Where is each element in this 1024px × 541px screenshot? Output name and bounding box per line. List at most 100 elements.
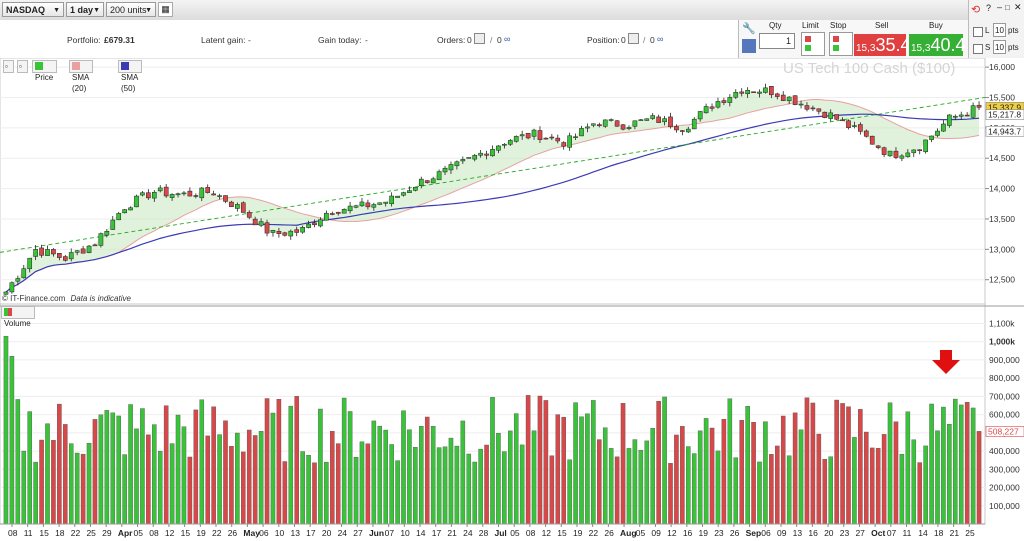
price-candle	[917, 149, 923, 152]
volume-bar	[739, 420, 744, 525]
position-count: 0	[621, 35, 626, 45]
price-candle	[324, 212, 329, 221]
sell-button[interactable]: 15,335.4	[854, 34, 911, 56]
volume-bar	[134, 428, 139, 525]
sell-label: Sell	[875, 21, 889, 30]
price-candle	[490, 149, 495, 157]
price-candle	[519, 134, 525, 137]
legend-price[interactable]: Price	[32, 60, 58, 82]
price-candle	[27, 257, 33, 270]
legend-sma50[interactable]: SMA (50)	[118, 60, 142, 93]
attribution: © IT-Finance.com Data is indicative	[2, 294, 131, 303]
volume-bar	[365, 443, 371, 525]
volume-bar	[163, 405, 169, 525]
price-tick-label: 15,500	[989, 92, 1015, 102]
units-dropdown[interactable]: 200 units ▼	[106, 2, 156, 17]
price-candle	[893, 150, 899, 158]
volume-bar	[917, 462, 922, 525]
keypad-icon[interactable]	[742, 39, 756, 53]
volume-bar	[733, 457, 739, 525]
volume-bar	[757, 461, 762, 525]
volume-bar	[223, 420, 228, 525]
price-candle	[638, 119, 644, 121]
x-tick-label: 20	[824, 528, 834, 538]
qty-input[interactable]: 1	[759, 33, 795, 49]
volume-bar	[199, 399, 205, 525]
x-tick-label: 12	[667, 528, 677, 538]
position-link-icon[interactable]: ∞	[657, 34, 664, 44]
price-marker-label: 15,217.8	[988, 110, 1021, 120]
market-dropdown[interactable]: NASDAQ ▼	[2, 2, 64, 17]
sma50-line	[5, 113, 980, 293]
x-tick-label: 05	[636, 528, 646, 538]
position-list-icon[interactable]	[628, 33, 639, 44]
refresh-icon[interactable]: ⟲	[971, 4, 981, 16]
long-stop-checkbox[interactable]	[973, 27, 983, 37]
price-candle	[395, 195, 400, 198]
volume-bar	[466, 453, 472, 525]
interval-dropdown[interactable]: 1 day ▼	[66, 2, 104, 17]
x-tick-label: 14	[416, 528, 426, 538]
stop-buy-icon	[833, 45, 839, 51]
price-candle	[371, 204, 377, 208]
volume-bar	[45, 423, 50, 525]
price-volume-chart[interactable]: 16,00015,50015,00014,50014,00013,50013,0…	[0, 57, 1024, 539]
x-tick-label: Apr	[118, 528, 133, 538]
x-tick-label: Jul	[495, 528, 507, 538]
orders-link-icon[interactable]: ∞	[504, 34, 511, 44]
buy-button[interactable]: 15,340.4	[909, 34, 966, 56]
volume-bar	[146, 434, 151, 525]
x-tick-label: 09	[651, 528, 661, 538]
chart-area[interactable]: 16,00015,50015,00014,50014,00013,50013,0…	[0, 57, 1024, 539]
zoom-out-icon[interactable]: ▫	[3, 60, 14, 73]
price-candle	[74, 250, 80, 253]
zoom-in-icon[interactable]: ▫	[17, 60, 28, 73]
price-candle	[662, 118, 667, 123]
volume-bar	[810, 402, 816, 525]
volume-bar	[3, 336, 9, 525]
minimize-icon[interactable]: –	[997, 2, 1003, 12]
legend-volume[interactable]: Volume	[1, 306, 35, 328]
price-candle	[116, 213, 122, 221]
price-candle	[413, 186, 418, 191]
help-icon[interactable]: ?	[986, 3, 992, 13]
price-candle	[881, 147, 887, 155]
stop-button[interactable]	[829, 32, 853, 56]
wrench-icon[interactable]: 🔧	[742, 23, 756, 35]
x-tick-label: 06	[259, 528, 269, 538]
volume-bar	[846, 406, 851, 525]
volume-bar	[709, 427, 715, 525]
sell-price-small: 15,3	[856, 43, 876, 54]
limit-button[interactable]	[801, 32, 825, 56]
volume-bar	[828, 456, 833, 525]
volume-bar	[697, 430, 703, 525]
volume-bar	[887, 402, 893, 525]
price-candle	[947, 114, 952, 126]
x-tick-label: 22	[589, 528, 599, 538]
price-candle	[460, 159, 466, 162]
price-candle	[312, 222, 317, 226]
maximize-icon[interactable]: □	[1005, 3, 1010, 12]
volume-bar	[537, 395, 543, 525]
long-stop-input[interactable]: 10	[993, 23, 1006, 37]
x-tick-label: 23	[714, 528, 724, 538]
price-candle	[774, 93, 780, 97]
latent-gain-value: -	[248, 35, 251, 45]
legend-sma20[interactable]: SMA (20)	[69, 60, 93, 93]
short-stop-input[interactable]: 10	[993, 40, 1006, 54]
x-tick-label: 24	[463, 528, 473, 538]
price-marker-box	[985, 125, 1024, 137]
price-candle	[935, 130, 940, 136]
price-candle	[169, 194, 175, 198]
price-candle	[691, 118, 697, 130]
orders-list-icon[interactable]	[474, 33, 485, 44]
close-icon[interactable]: ✕	[1014, 2, 1022, 12]
price-candle	[454, 161, 460, 167]
price-candle	[104, 230, 110, 236]
short-stop-checkbox[interactable]	[973, 44, 983, 54]
price-candle	[810, 107, 816, 110]
price-candle	[602, 119, 608, 127]
x-tick-label: 25	[965, 528, 975, 538]
chart-settings-icon[interactable]: ▦	[158, 2, 173, 17]
volume-bar	[241, 451, 246, 525]
